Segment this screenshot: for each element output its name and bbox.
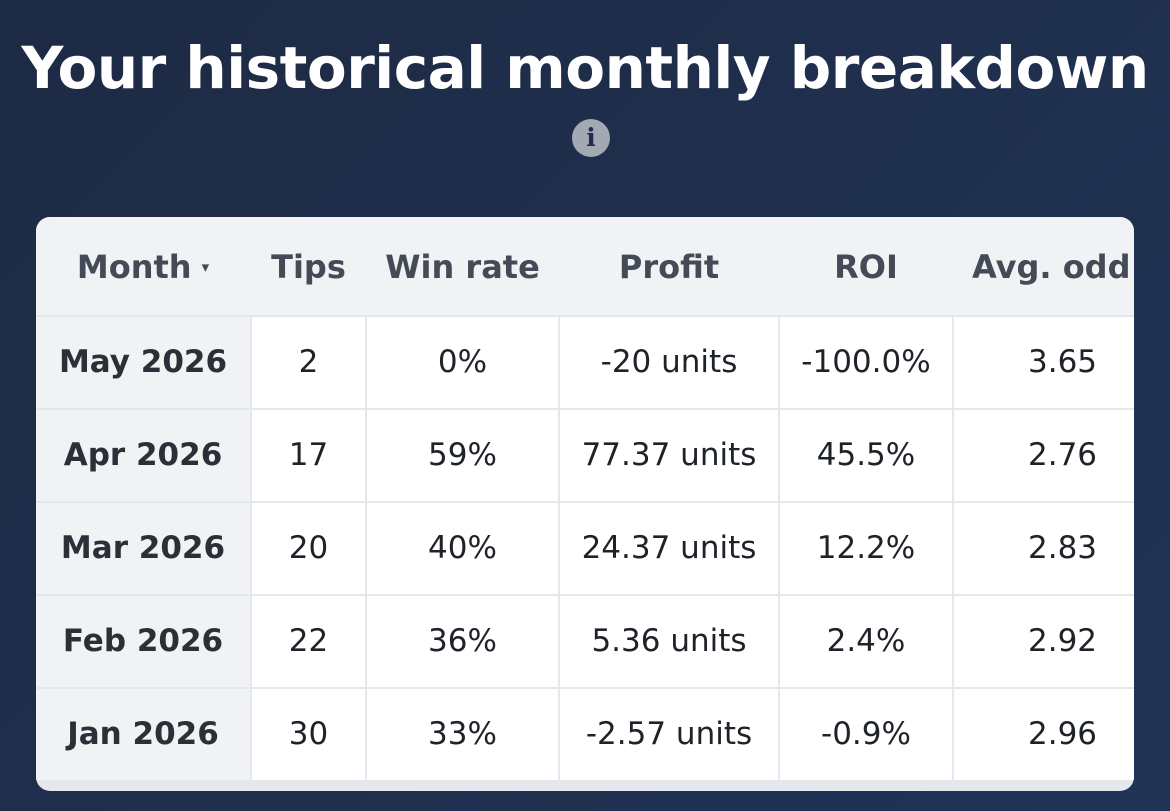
column-header-tips[interactable]: Tips [271, 248, 346, 286]
column-header-avg-odds[interactable]: Avg. odd [972, 248, 1131, 286]
table-row: Feb 2026 22 36% 5.36 units 2.4% 2.92 [36, 596, 1134, 687]
cell-roi: 2.4% [780, 596, 952, 687]
cell-avg-odds: 2.96 [954, 689, 1134, 780]
info-icon[interactable]: i [572, 119, 610, 157]
cell-win-rate: 40% [367, 503, 558, 594]
cell-avg-odds: 2.83 [954, 503, 1134, 594]
cell-tips: 30 [252, 689, 365, 780]
cell-month: Apr 2026 [36, 410, 250, 501]
column-header-month-label: Month [76, 248, 192, 286]
column-header-month[interactable]: Month ▾ [36, 217, 250, 315]
cell-profit: -2.57 units [560, 689, 778, 780]
cell-roi: 12.2% [780, 503, 952, 594]
sort-descending-icon: ▾ [201, 258, 210, 276]
cell-roi: -100.0% [780, 317, 952, 408]
cell-month: May 2026 [36, 317, 250, 408]
cell-roi: -0.9% [780, 689, 952, 780]
cell-month: Mar 2026 [36, 503, 250, 594]
cell-profit: -20 units [560, 317, 778, 408]
column-header-roi[interactable]: ROI [834, 248, 898, 286]
cell-win-rate: 33% [367, 689, 558, 780]
cell-profit: 77.37 units [560, 410, 778, 501]
table-row: Mar 2026 20 40% 24.37 units 12.2% 2.83 [36, 503, 1134, 594]
table-row: May 2026 2 0% -20 units -100.0% 3.65 [36, 317, 1134, 408]
cell-tips: 20 [252, 503, 365, 594]
cell-win-rate: 0% [367, 317, 558, 408]
cell-profit: 5.36 units [560, 596, 778, 687]
column-header-profit[interactable]: Profit [618, 248, 720, 286]
cell-profit: 24.37 units [560, 503, 778, 594]
cell-tips: 2 [252, 317, 365, 408]
cell-win-rate: 36% [367, 596, 558, 687]
table-row: Apr 2026 17 59% 77.37 units 45.5% 2.76 [36, 410, 1134, 501]
cell-tips: 17 [252, 410, 365, 501]
cell-avg-odds: 2.76 [954, 410, 1134, 501]
column-header-win-rate[interactable]: Win rate [385, 248, 540, 286]
cell-avg-odds: 3.65 [954, 317, 1134, 408]
cell-roi: 45.5% [780, 410, 952, 501]
cell-tips: 22 [252, 596, 365, 687]
page-title: Your historical monthly breakdown [21, 34, 1149, 102]
monthly-breakdown-table: Month ▾ Tips Win rate Profit ROI Avg. odd… [36, 217, 1134, 791]
cell-month: Jan 2026 [36, 689, 250, 780]
cell-avg-odds: 2.92 [954, 596, 1134, 687]
table-row: Jan 2026 30 33% -2.57 units -0.9% 2.96 [36, 689, 1134, 780]
cell-month: Feb 2026 [36, 596, 250, 687]
table-header [36, 217, 1134, 315]
cell-win-rate: 59% [367, 410, 558, 501]
